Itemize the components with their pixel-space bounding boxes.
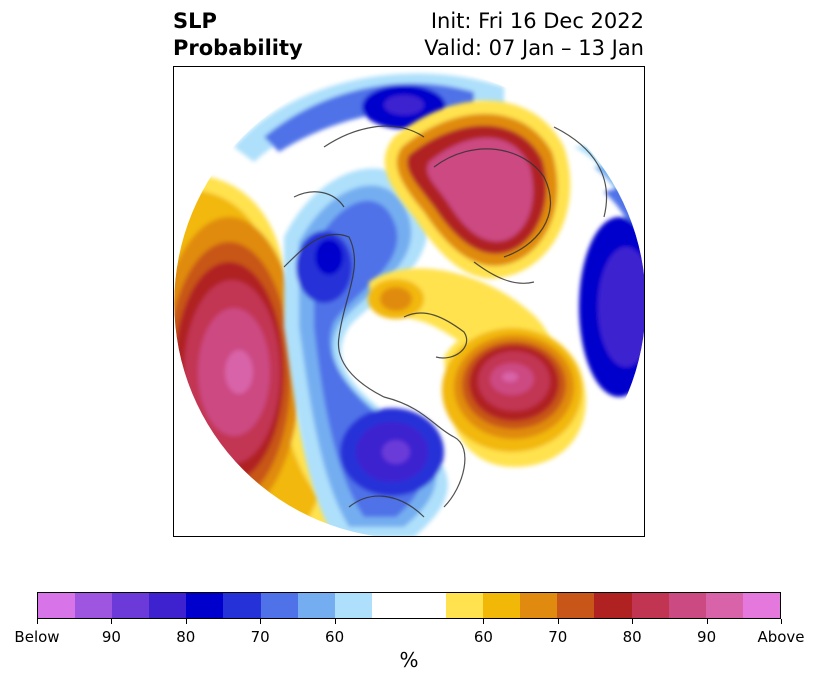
colorbar-segment [260, 593, 298, 618]
probability-map [174, 67, 644, 536]
colorbar-tick-label: 70 [548, 628, 568, 646]
hemisphere-disc [174, 67, 644, 536]
north-atlantic-above-normal-area [442, 324, 586, 467]
colorbar-segment [446, 593, 484, 618]
colorbar-segment [705, 593, 743, 618]
colorbar-tick-mark [111, 619, 113, 624]
colorbar-segment [520, 593, 558, 618]
colorbar-tick-label: Below [14, 628, 60, 646]
colorbar-tick-label: 80 [176, 628, 196, 646]
colorbar-tick-label: 90 [697, 628, 717, 646]
colorbar-tick-mark [260, 619, 262, 624]
colorbar-tick-mark [483, 619, 485, 624]
colorbar-tick-mark [632, 619, 634, 624]
colorbar-segment [557, 593, 595, 618]
colorbar [37, 592, 781, 619]
colorbar-segment [668, 593, 706, 618]
colorbar-segment [112, 593, 150, 618]
map-panel [173, 66, 645, 537]
colorbar-segment [371, 593, 447, 618]
colorbar-segment [186, 593, 224, 618]
colorbar-tick-mark [334, 619, 336, 624]
init-date: Init: Fri 16 Dec 2022 [430, 9, 644, 33]
colorbar-segment [149, 593, 187, 618]
siberia-above-normal-area [384, 100, 571, 279]
colorbar-segment [297, 593, 335, 618]
valid-date: Valid: 07 Jan – 13 Jan [424, 36, 644, 60]
title-line-1: SLP [173, 9, 217, 33]
colorbar-tick-label: 90 [101, 628, 121, 646]
colorbar-segment [483, 593, 521, 618]
north-america-below-normal-area [284, 168, 448, 536]
colorbar-unit-label: % [399, 648, 419, 672]
colorbar-tick-mark [185, 619, 187, 624]
colorbar-segment [594, 593, 632, 618]
colorbar-tick-mark [706, 619, 708, 624]
colorbar-tick-label: 60 [473, 628, 493, 646]
colorbar-segment [742, 593, 780, 618]
coastlines [283, 125, 608, 518]
colorbar-segment [223, 593, 261, 618]
colorbar-tick-mark [781, 619, 782, 624]
colorbar-segment [631, 593, 669, 618]
colorbar-tick-mark [37, 619, 38, 624]
colorbar-tick-label: 80 [622, 628, 642, 646]
colorbar-segment [38, 593, 76, 618]
colorbar-tick-label: 70 [250, 628, 270, 646]
colorbar-tick-mark [557, 619, 559, 624]
colorbar-tick-label: Above [757, 628, 805, 646]
colorbar-tick-label: 60 [325, 628, 345, 646]
map-title: SLP Probability [173, 8, 303, 62]
colorbar-segment [75, 593, 113, 618]
forecast-dates: Init: Fri 16 Dec 2022 Valid: 07 Jan – 13… [424, 8, 644, 62]
colorbar-segment [334, 593, 372, 618]
title-line-2: Probability [173, 36, 303, 60]
